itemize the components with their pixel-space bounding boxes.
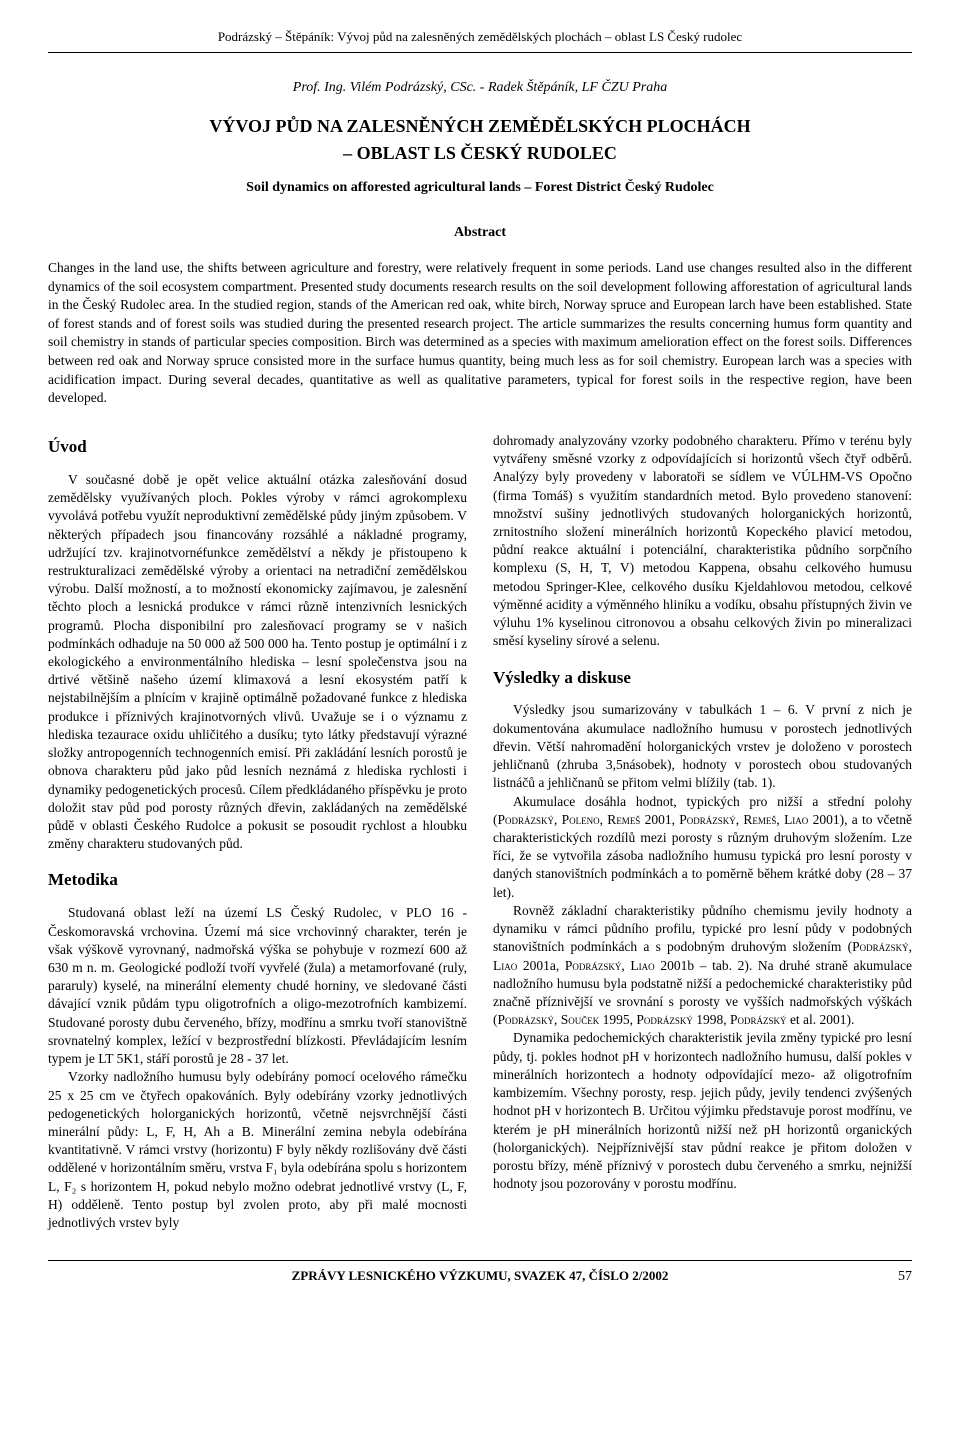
page-number: 57: [872, 1268, 912, 1287]
p3-cite2: Podrázský, Liao: [565, 958, 655, 973]
authors-line: Prof. Ing. Vilém Podrázský, CSc. - Radek…: [48, 79, 912, 98]
page-footer: ZPRÁVY LESNICKÉHO VÝZKUMU, SVAZEK 47, ČÍ…: [48, 1260, 912, 1287]
title-line-1: VÝVOJ PŮD NA ZALESNĚNÝCH ZEMĚDĚLSKÝCH PL…: [48, 115, 912, 138]
abstract-body: Changes in the land use, the shifts betw…: [48, 259, 912, 408]
uvod-p1: V současné době je opět velice aktuální …: [48, 471, 467, 854]
left-column: Úvod V současné době je opět velice aktu…: [48, 432, 467, 1232]
vysledky-p4: Dynamika pedochemických charakteristik j…: [493, 1029, 912, 1193]
p2-cite2: Podrázský, Remeš, Liao: [679, 812, 808, 827]
p3-m3: 1995,: [599, 1012, 636, 1027]
footer-journal: ZPRÁVY LESNICKÉHO VÝZKUMU, SVAZEK 47, ČÍ…: [88, 1267, 872, 1285]
title-line-2: – OBLAST LS ČESKÝ RUDOLEC: [48, 141, 912, 165]
p3-m5: et al. 2001).: [787, 1012, 855, 1027]
metodika-p1: Studovaná oblast leží na území LS Český …: [48, 904, 467, 1068]
section-metodika-head: Metodika: [48, 869, 467, 892]
two-column-body: Úvod V současné době je opět velice aktu…: [48, 432, 912, 1232]
section-vysledky-head: Výsledky a diskuse: [493, 667, 912, 690]
p3-m4: 1998,: [693, 1012, 730, 1027]
p3-cite3: Podrázský, Souček: [498, 1012, 600, 1027]
section-uvod-head: Úvod: [48, 436, 467, 459]
abstract-label: Abstract: [48, 224, 912, 243]
metodika-p2: Vzorky nadložního humusu byly odebírány …: [48, 1068, 467, 1232]
vysledky-p2: Akumulace dosáhla hodnot, typických pro …: [493, 793, 912, 902]
vysledky-p3: Rovněž základní charakteristiky půdního …: [493, 902, 912, 1030]
right-cont-p1: dohromady analyzovány vzorky podobného c…: [493, 432, 912, 651]
p2-cite1: Podrázský, Poleno, Remeš: [498, 812, 641, 827]
running-head: Podrázský – Štěpáník: Vývoj půd na zales…: [48, 28, 912, 53]
vysledky-p1: Výsledky jsou sumarizovány v tabulkách 1…: [493, 701, 912, 792]
p3-cite5: Podrázský: [730, 1012, 787, 1027]
p2-m1: 2001,: [640, 812, 679, 827]
p3-m1: 2001a,: [517, 958, 565, 973]
subtitle-english: Soil dynamics on afforested agricultural…: [48, 179, 912, 198]
p3-cite4: Podrázský: [636, 1012, 693, 1027]
p3-m0: žením (: [808, 939, 852, 954]
right-column: dohromady analyzovány vzorky podobného c…: [493, 432, 912, 1232]
